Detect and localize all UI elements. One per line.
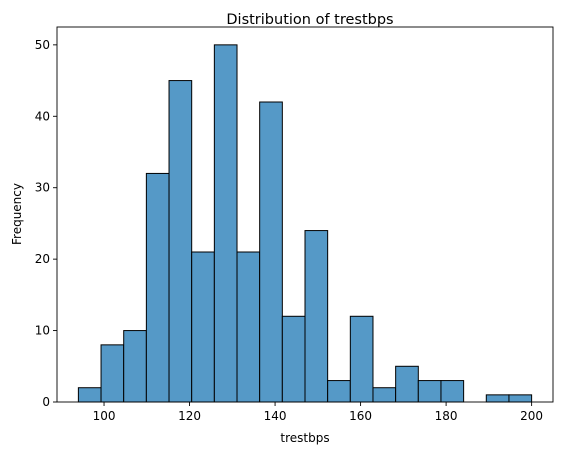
histogram-bar xyxy=(259,101,283,403)
histogram-bar xyxy=(372,387,397,403)
x-tick-label: 160 xyxy=(349,409,372,423)
x-tick-label: 180 xyxy=(435,409,458,423)
histogram-bar xyxy=(508,394,533,403)
y-axis: 0 10 20 30 40 50 xyxy=(35,38,57,409)
histogram-bar xyxy=(100,344,125,403)
x-tick-label: 200 xyxy=(520,409,543,423)
histogram-bar xyxy=(213,44,238,403)
histogram-bar xyxy=(168,80,193,403)
x-axis: 100 120 140 160 180 200 xyxy=(93,402,543,423)
histogram-bar xyxy=(349,315,374,403)
histogram-bar xyxy=(236,251,261,403)
histogram-bar xyxy=(123,330,147,403)
histogram-bars xyxy=(77,44,533,403)
histogram-bar xyxy=(417,380,442,403)
chart-title: Distribution of trestbps xyxy=(226,12,393,28)
x-tick-label: 140 xyxy=(264,409,287,423)
histogram-bar xyxy=(440,380,465,403)
histogram-bar xyxy=(145,172,170,403)
histogram-bar xyxy=(327,380,351,403)
y-tick-label: 10 xyxy=(35,324,50,338)
y-tick-label: 20 xyxy=(35,252,50,266)
histogram-bar xyxy=(191,251,215,403)
y-tick-label: 30 xyxy=(35,181,50,195)
plot-frame xyxy=(56,26,554,403)
y-axis-label: Frequency xyxy=(10,183,24,245)
x-tick-label: 100 xyxy=(93,409,116,423)
y-tick-label: 40 xyxy=(35,109,50,123)
histogram-bar xyxy=(77,387,102,403)
histogram-bar xyxy=(485,394,510,403)
x-axis-label: trestbps xyxy=(280,431,329,445)
y-tick-label: 0 xyxy=(42,395,50,409)
histogram-bar xyxy=(281,315,306,403)
y-tick-label: 50 xyxy=(35,38,50,52)
x-tick-label: 120 xyxy=(178,409,201,423)
histogram-bar xyxy=(395,365,419,403)
histogram-bar xyxy=(304,230,329,403)
